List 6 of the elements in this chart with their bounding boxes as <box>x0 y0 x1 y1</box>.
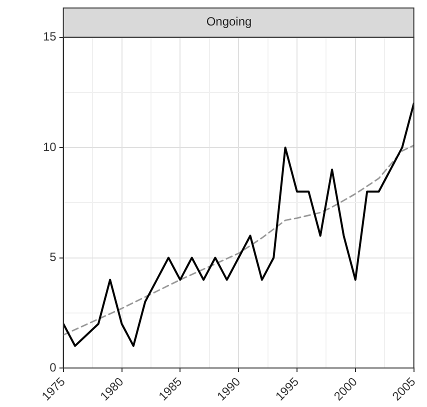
y-tick-label: 5 <box>50 250 57 264</box>
y-tick-label: 10 <box>42 140 57 154</box>
y-tick-label: 0 <box>50 360 57 374</box>
line-series <box>63 144 414 336</box>
y-tick-label: 15 <box>42 30 57 44</box>
chart-title: Ongoing <box>206 14 252 29</box>
